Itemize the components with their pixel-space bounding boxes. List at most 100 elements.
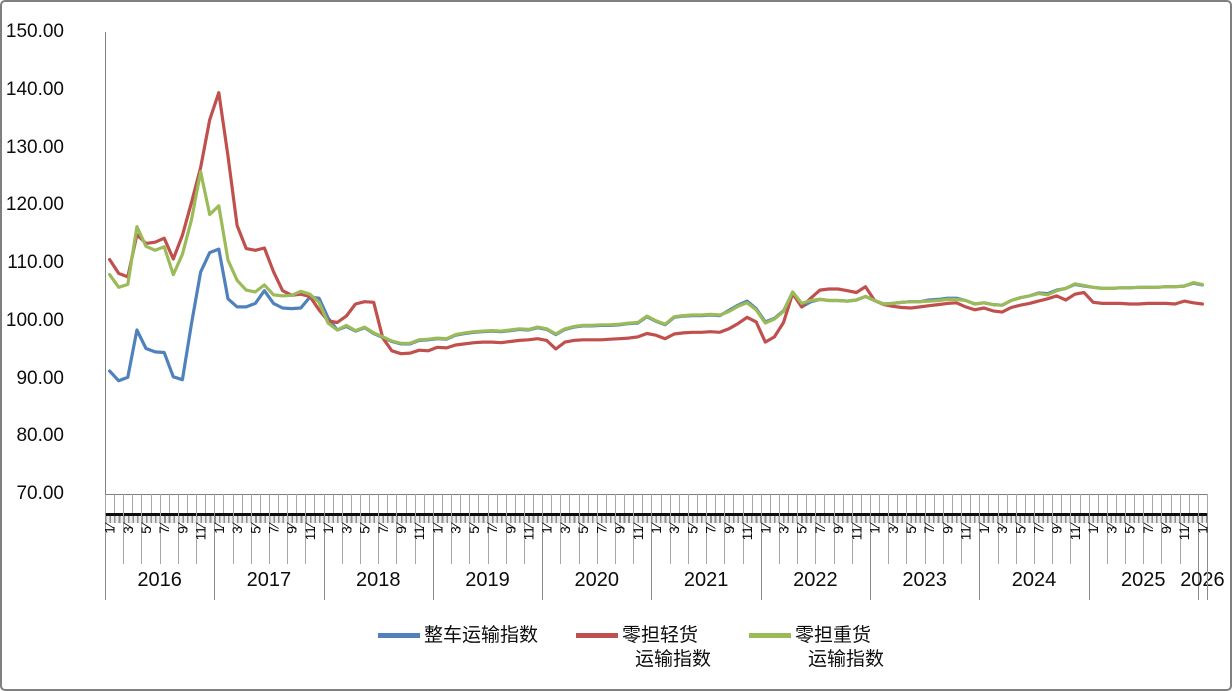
month-tick-label: 9⁄ bbox=[613, 521, 628, 534]
label-cell-line bbox=[1070, 513, 1072, 564]
month-boundary-line bbox=[496, 494, 498, 513]
label-cell-line bbox=[815, 513, 817, 564]
month-tick-label: 11⁄ bbox=[849, 521, 864, 540]
month-boundary-line bbox=[569, 494, 571, 513]
month-boundary-line bbox=[1024, 494, 1026, 513]
month-boundary-line bbox=[696, 494, 698, 513]
month-boundary-line bbox=[469, 494, 471, 513]
month-tick-label: 3⁄ bbox=[995, 521, 1010, 534]
label-cell-line bbox=[778, 513, 780, 564]
month-tick-label: 5⁄ bbox=[685, 521, 700, 534]
month-boundary-line bbox=[769, 494, 771, 513]
month-boundary-line bbox=[105, 494, 106, 513]
month-tick-label: 11⁄ bbox=[412, 521, 427, 540]
month-boundary-line bbox=[305, 494, 307, 513]
year-separator-line bbox=[105, 513, 106, 600]
month-boundary-line bbox=[268, 494, 270, 513]
y-axis-label: 110.00 bbox=[7, 252, 64, 273]
month-boundary-line bbox=[1070, 494, 1072, 513]
month-boundary-line bbox=[605, 494, 607, 513]
month-boundary-line bbox=[241, 494, 243, 513]
year-separator-line bbox=[323, 513, 325, 600]
x-axis-tick-band bbox=[105, 516, 1207, 523]
month-boundary-line bbox=[1125, 494, 1127, 513]
legend-label: 零担轻货 运输指数 bbox=[622, 624, 711, 672]
month-boundary-line bbox=[733, 494, 735, 513]
label-cell-line bbox=[250, 513, 252, 564]
month-tick-label: 1⁄ bbox=[649, 521, 664, 534]
month-boundary-line bbox=[1052, 494, 1054, 513]
label-cell-line bbox=[1106, 513, 1108, 564]
month-boundary-line bbox=[951, 494, 953, 513]
label-cell-line bbox=[924, 513, 926, 564]
month-boundary-line bbox=[1152, 494, 1154, 513]
label-cell-line bbox=[742, 513, 744, 564]
month-boundary-line bbox=[851, 494, 853, 513]
year-separator-line bbox=[1088, 513, 1090, 600]
label-cell-line bbox=[414, 513, 416, 564]
month-boundary-line bbox=[460, 494, 462, 513]
label-cell-line bbox=[1143, 513, 1145, 564]
y-axis-label: 80.00 bbox=[16, 425, 64, 447]
label-cell-line bbox=[942, 513, 944, 564]
legend-label: 整车运输指数 bbox=[424, 624, 538, 648]
month-tick-label: 1⁄ bbox=[430, 521, 445, 534]
legend-label-line: 整车运输指数 bbox=[424, 625, 539, 646]
month-boundary-line bbox=[350, 494, 352, 513]
month-boundary-line bbox=[214, 494, 216, 513]
label-cell-line bbox=[141, 513, 143, 564]
month-boundary-line bbox=[888, 494, 890, 513]
label-cell-line bbox=[1033, 513, 1035, 564]
month-tick-label: 7⁄ bbox=[1141, 521, 1156, 534]
month-boundary-line bbox=[1033, 494, 1035, 513]
month-boundary-line bbox=[778, 494, 780, 513]
month-boundary-line bbox=[678, 494, 680, 513]
y-axis-label: 150.00 bbox=[5, 21, 64, 42]
label-cell-line bbox=[706, 513, 708, 564]
year-label: 2025 bbox=[1121, 569, 1166, 591]
month-boundary-line bbox=[715, 494, 717, 513]
month-boundary-line bbox=[979, 494, 981, 513]
month-boundary-line bbox=[232, 494, 234, 513]
y-axis-label: 100.00 bbox=[5, 309, 64, 331]
month-tick-label: 5⁄ bbox=[467, 521, 482, 534]
label-cell-line bbox=[360, 513, 361, 564]
month-boundary-line bbox=[314, 494, 316, 513]
month-tick-label: 3⁄ bbox=[1104, 521, 1119, 534]
month-boundary-line bbox=[970, 494, 972, 513]
month-boundary-line bbox=[1143, 494, 1145, 513]
month-boundary-line bbox=[660, 494, 662, 513]
month-boundary-line bbox=[706, 494, 708, 513]
year-separator-line bbox=[651, 513, 653, 600]
legend-line-marker bbox=[576, 633, 619, 638]
y-axis-label: 130.00 bbox=[5, 136, 64, 158]
month-boundary-line bbox=[1115, 494, 1117, 513]
month-tick-label: 9⁄ bbox=[1159, 521, 1174, 534]
year-separator-line bbox=[979, 513, 981, 600]
month-tick-label: 1⁄ bbox=[1195, 521, 1210, 534]
label-cell-line bbox=[633, 513, 635, 564]
year-separator-line bbox=[214, 513, 216, 600]
month-boundary-line bbox=[906, 494, 908, 513]
month-boundary-line bbox=[505, 494, 507, 513]
month-tick-label: 7⁄ bbox=[594, 521, 609, 534]
label-cell-line bbox=[997, 513, 999, 564]
month-tick-label: 7⁄ bbox=[376, 521, 391, 534]
month-boundary-line bbox=[1061, 494, 1063, 513]
month-tick-label: 11⁄ bbox=[303, 521, 318, 540]
month-tick-label: 3⁄ bbox=[339, 521, 354, 534]
month-boundary-line bbox=[815, 494, 817, 513]
month-boundary-line bbox=[669, 494, 671, 513]
label-cell-line bbox=[196, 513, 198, 564]
x-axis-line bbox=[105, 513, 1207, 516]
month-boundary-line bbox=[760, 494, 762, 513]
month-tick-label: 3⁄ bbox=[558, 521, 573, 534]
month-boundary-line bbox=[988, 494, 990, 513]
label-cell-line bbox=[615, 513, 617, 564]
month-boundary-line bbox=[186, 494, 188, 513]
year-label: 2019 bbox=[465, 569, 510, 591]
label-cell-line bbox=[560, 513, 562, 564]
label-cell-line bbox=[123, 513, 125, 564]
